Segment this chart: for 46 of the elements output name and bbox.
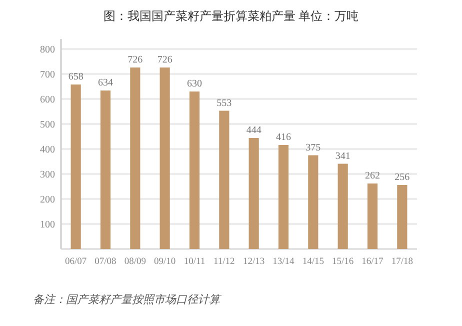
bar <box>160 68 170 249</box>
y-tick-label: 400 <box>40 144 55 156</box>
x-tick-label: 11/12 <box>214 257 236 267</box>
x-tick-label: 10/11 <box>184 257 206 267</box>
bar <box>308 155 318 249</box>
bar <box>367 184 378 249</box>
x-tick-label: 13/14 <box>272 257 295 267</box>
data-label: 553 <box>216 98 232 109</box>
bar <box>130 68 140 249</box>
x-tick-label: 17/18 <box>391 257 414 267</box>
data-label: 658 <box>68 72 84 82</box>
data-label: 262 <box>365 170 380 182</box>
data-label: 416 <box>276 132 291 143</box>
y-tick-label: 200 <box>40 194 55 206</box>
data-label: 444 <box>246 125 262 136</box>
data-label: 256 <box>394 172 410 183</box>
y-tick-label: 600 <box>40 94 55 106</box>
bar <box>338 164 348 249</box>
bar <box>248 138 259 249</box>
y-tick-label: 700 <box>40 70 55 80</box>
y-tick-label: 800 <box>40 44 55 56</box>
x-tick-label: 15/16 <box>332 257 354 267</box>
text: 备注：国产菜籽产量按照市场口径计算 <box>33 293 222 306</box>
bar <box>397 185 408 249</box>
data-label: 726 <box>128 54 143 66</box>
bar <box>70 84 81 249</box>
bar <box>278 145 289 249</box>
x-tick-label: 06/07 <box>65 257 87 267</box>
data-label: 341 <box>335 150 350 162</box>
y-tick-label: 500 <box>40 120 55 130</box>
x-tick-label: 09/10 <box>154 257 176 267</box>
data-label: 630 <box>187 78 202 90</box>
bar <box>219 110 230 249</box>
data-label: 375 <box>306 142 321 154</box>
data-label: 726 <box>157 54 172 66</box>
x-tick-label: 07/08 <box>94 257 117 267</box>
chart-title: 图：我国国产菜籽产量折算菜粕产量 单位：万吨 <box>103 9 359 23</box>
y-tick-label: 300 <box>40 170 55 180</box>
data-label: 634 <box>98 78 113 88</box>
bar <box>100 90 111 249</box>
x-tick-label: 12/13 <box>243 257 265 267</box>
bar <box>189 92 200 249</box>
x-tick-label: 16/17 <box>362 257 384 267</box>
x-tick-label: 08/09 <box>124 257 146 267</box>
y-tick-label: 100 <box>40 220 55 230</box>
x-tick-label: 14/15 <box>302 257 324 267</box>
